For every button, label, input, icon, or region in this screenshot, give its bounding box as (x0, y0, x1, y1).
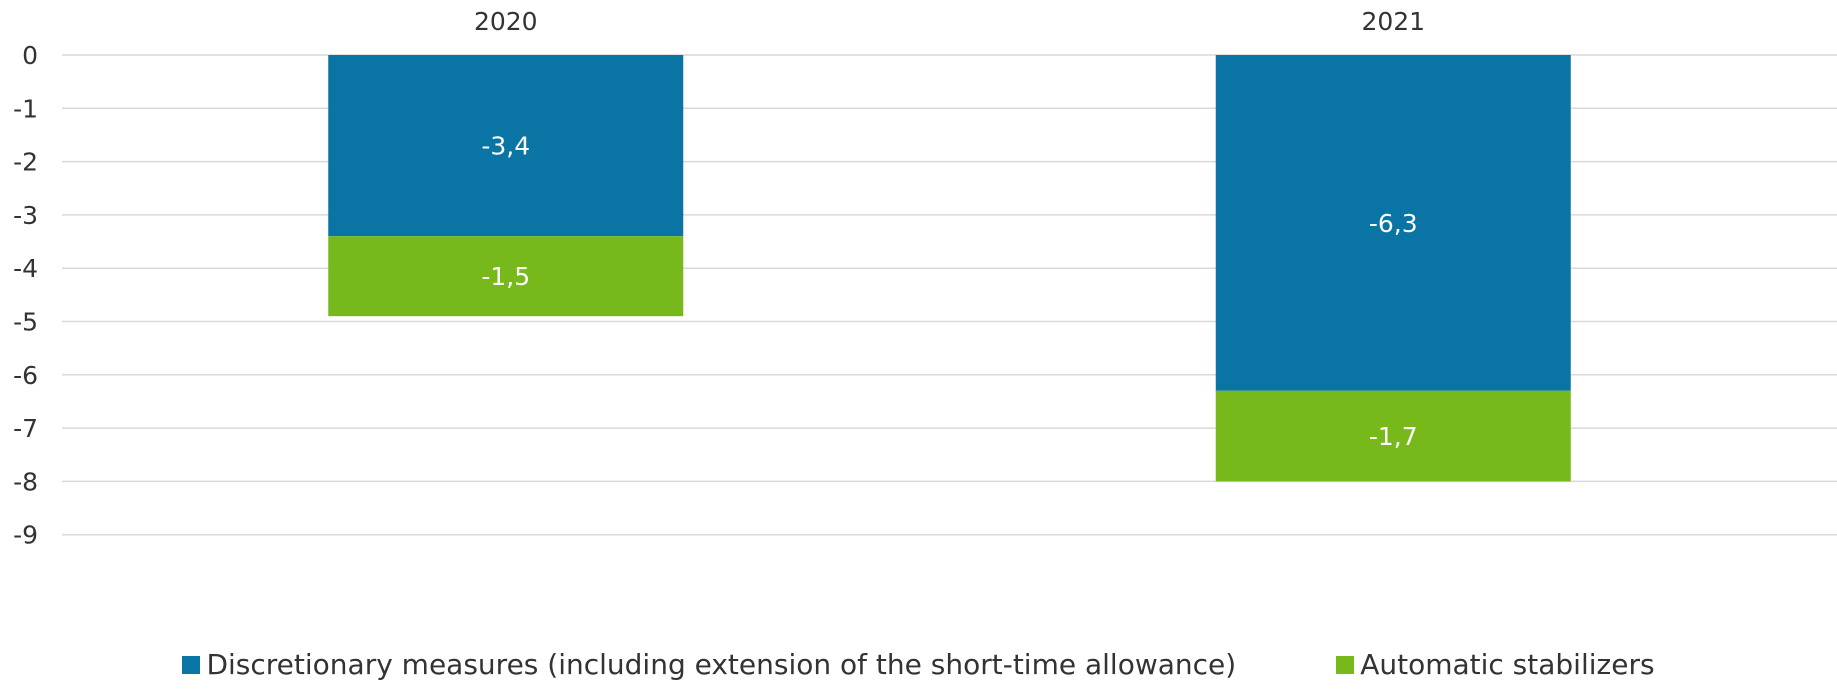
bars (328, 55, 1571, 482)
y-tick-label: -4 (13, 254, 38, 283)
y-tick-label: -3 (13, 201, 38, 230)
bar-segment (328, 55, 684, 237)
category-label: 2021 (1361, 7, 1425, 36)
legend-label-automatic: Automatic stabilizers (1360, 648, 1655, 681)
data-labels: -3,4 -1,5 -6,3 -1,7 (481, 132, 1417, 451)
data-label: -1,5 (481, 262, 530, 291)
legend-swatch-discretionary (182, 655, 201, 674)
y-tick-label: -8 (13, 467, 38, 496)
y-axis-ticks: 0 -1 -2 -3 -4 -5 -6 -7 -8 -9 (13, 41, 38, 550)
y-tick-label: -7 (13, 414, 38, 443)
y-tick-label: -1 (13, 94, 38, 123)
y-tick-label: -9 (13, 521, 38, 550)
legend-swatch-automatic (1336, 655, 1355, 674)
y-tick-label: -6 (13, 361, 38, 390)
legend-item-automatic: Automatic stabilizers (1336, 648, 1655, 681)
legend-item-discretionary: Discretionary measures (including extens… (182, 648, 1236, 681)
category-labels: 2020 2021 (474, 7, 1425, 36)
data-label: -3,4 (481, 132, 530, 161)
category-label: 2020 (474, 7, 538, 36)
legend: Discretionary measures (including extens… (0, 648, 1837, 681)
bar-segment (1215, 390, 1571, 482)
y-tick-label: -5 (13, 308, 38, 337)
y-tick-label: -2 (13, 148, 38, 177)
data-label: -1,7 (1369, 422, 1418, 451)
legend-label-discretionary: Discretionary measures (including extens… (206, 648, 1237, 681)
bar-segment (1215, 55, 1571, 391)
data-label: -6,3 (1369, 209, 1418, 238)
bar-segment (328, 236, 684, 317)
y-tick-label: 0 (22, 41, 38, 70)
